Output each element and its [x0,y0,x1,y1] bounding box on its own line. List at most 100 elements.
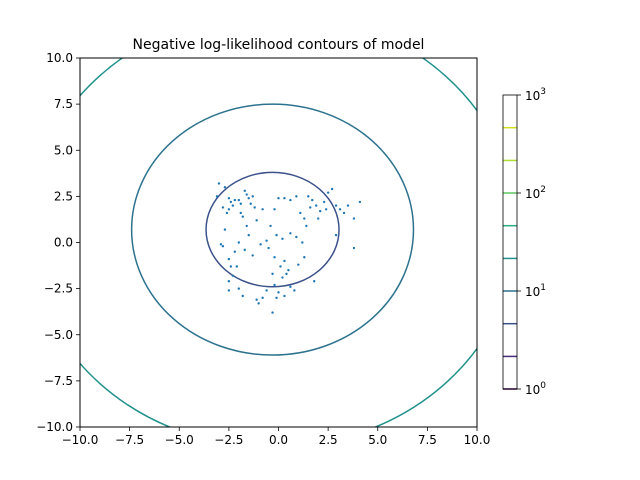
data-point [265,289,268,292]
data-point [247,197,250,200]
y-tick-label: 0.0 [54,236,73,250]
data-point [295,195,298,198]
x-tick-label: −7.5 [115,433,144,447]
data-point [307,195,310,198]
colorbar-frame [502,94,518,390]
data-point [231,274,235,277]
colorbar-tick-label: 102 [525,185,546,201]
data-point [285,272,288,276]
y-tick-label: 2.5 [54,189,73,203]
data-point [352,217,356,220]
data-point [334,204,338,207]
y-tick-label: 7.5 [54,97,73,111]
data-point [311,198,314,202]
data-point [261,208,264,211]
data-point [227,289,231,292]
data-point [221,206,225,209]
data-point [237,287,240,290]
data-point [223,185,227,189]
data-point [283,259,286,263]
data-point [251,254,254,257]
y-tick-label: −5.0 [44,328,73,342]
x-tick-label: −5.0 [165,433,194,447]
data-point [265,239,268,242]
data-point [245,224,248,228]
data-point [275,233,278,237]
data-point [277,291,280,294]
data-point [233,250,237,253]
x-tick-label: 5.0 [368,433,387,447]
data-point [245,193,248,196]
contour-line-3 [80,58,477,427]
data-point [241,215,244,218]
y-tick-label: 5.0 [54,143,73,157]
x-tick-label: 2.5 [319,433,338,447]
data-point [289,198,292,202]
data-point [219,243,223,246]
data-point [281,276,284,279]
data-point [233,198,237,202]
data-point [338,208,342,211]
colorbar-tick-label: 101 [525,283,546,299]
data-point [330,187,334,191]
data-point [241,294,244,298]
data-point [269,224,272,228]
data-point [283,197,286,200]
data-point [299,211,302,215]
data-point [273,283,276,287]
data-point [239,211,242,215]
x-tick-label: 0.0 [269,433,288,447]
data-point [303,256,306,259]
data-point [315,204,318,207]
data-point [273,208,276,211]
data-point [249,202,252,205]
data-point [247,233,250,237]
contour-line-2 [130,103,415,356]
y-tick-label: 10.0 [46,51,73,65]
y-axis: −10.0 −7.5 −5.0 −2.5 0.0 2.5 5.0 7.5 10.0 [36,51,80,434]
x-tick-label: −2.5 [214,433,243,447]
data-point [237,198,240,202]
x-tick-label: −10.0 [62,433,99,447]
data-point [275,296,278,300]
colorbar-tick-label: 103 [525,87,546,103]
data-point [223,228,227,231]
data-point [301,241,304,244]
data-point [313,280,316,283]
data-point [231,204,235,207]
data-point [271,311,274,314]
data-point [267,246,270,250]
data-point [253,206,256,209]
data-point [352,246,356,250]
data-point [295,235,298,239]
data-point [322,200,326,204]
y-tick-label: −2.5 [44,282,73,296]
data-point [255,298,258,301]
data-point [317,217,320,220]
data-point [324,208,328,211]
data-point [229,265,233,268]
data-point [287,268,290,272]
data-point [326,191,330,194]
data-point [251,195,254,198]
colorbar: 100 101 102 103 [502,87,546,397]
contour-lines [80,58,477,427]
data-point [273,256,276,259]
data-point [279,265,282,268]
data-points [215,182,362,314]
data-point [239,202,242,205]
data-point [217,182,221,185]
data-point [289,232,292,235]
colorbar-tick-label: 100 [525,381,546,397]
data-point [305,224,308,228]
data-point [259,243,262,246]
data-point [283,294,286,298]
data-point [257,302,260,305]
y-tick-label: −10.0 [36,420,73,434]
data-point [346,204,350,207]
data-point [237,241,240,244]
x-axis: −10.0 −7.5 −5.0 −2.5 0.0 2.5 5.0 7.5 10.0 [62,427,490,447]
data-point [261,296,264,300]
data-point [225,211,229,215]
data-point [289,285,292,288]
